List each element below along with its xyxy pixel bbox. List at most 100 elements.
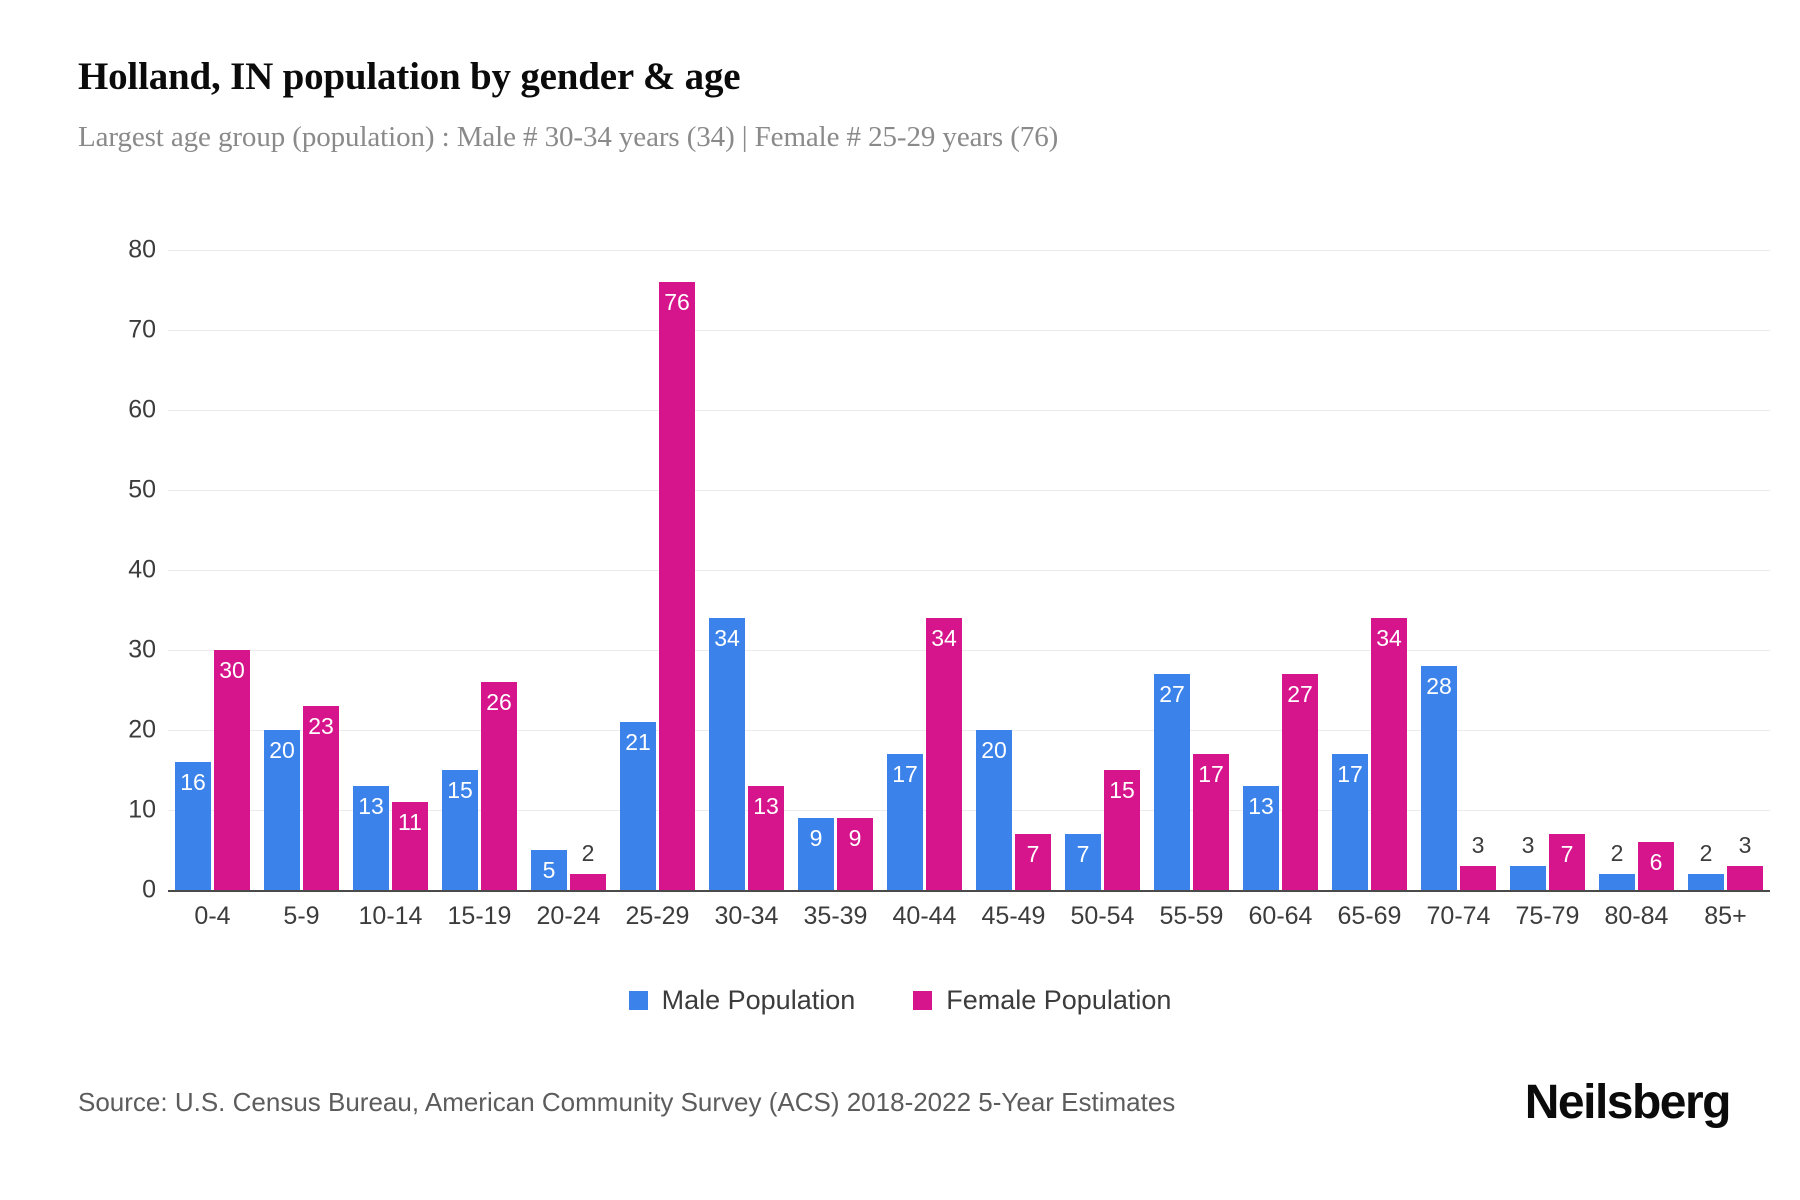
gridline bbox=[168, 650, 1770, 651]
bar-male[interactable]: 17 bbox=[1332, 754, 1368, 890]
bar-female[interactable]: 2 bbox=[570, 842, 606, 890]
x-axis-tick: 45-49 bbox=[981, 902, 1046, 930]
x-axis: 0-4 5-9 10-14 15-19 20-24 25-29 30-34 35-39 40-4… bbox=[168, 902, 1770, 931]
bar-male[interactable]: 13 bbox=[353, 786, 389, 890]
bar-female[interactable]: 15 bbox=[1104, 770, 1140, 890]
source-note: Source: U.S. Census Bureau, American Com… bbox=[78, 1087, 1176, 1117]
x-axis-tick: 40-44 bbox=[892, 902, 957, 930]
bar-value-label: 27 bbox=[1287, 681, 1313, 707]
x-axis-baseline bbox=[168, 890, 1770, 892]
bar-female[interactable]: 7 bbox=[1015, 834, 1051, 890]
bar-value-label: 34 bbox=[714, 625, 740, 651]
bar-value-label: 23 bbox=[308, 713, 334, 739]
bar-value-label: 30 bbox=[219, 657, 245, 683]
y-axis-tick: 40 bbox=[128, 555, 156, 584]
y-axis-tick: 80 bbox=[128, 235, 156, 264]
legend-label-male: Male Population bbox=[661, 985, 856, 1015]
bar-group: 13 27 bbox=[1236, 250, 1325, 890]
bar-female[interactable]: 7 bbox=[1549, 834, 1585, 890]
bar-female[interactable]: 9 bbox=[837, 818, 873, 890]
bar-female[interactable]: 6 bbox=[1638, 842, 1674, 890]
bar-value-label: 7 bbox=[1076, 841, 1090, 867]
bar-male[interactable]: 7 bbox=[1065, 834, 1101, 890]
legend-swatch-male-icon bbox=[628, 991, 648, 1010]
y-axis-tick: 20 bbox=[128, 715, 156, 744]
bar-value-label: 3 bbox=[1738, 832, 1752, 858]
y-axis: 0 10 20 30 40 50 60 70 80 bbox=[96, 236, 156, 904]
bar-value-label: 11 bbox=[398, 809, 422, 835]
bar-female[interactable]: 76 bbox=[659, 282, 695, 890]
x-axis-tick: 25-29 bbox=[625, 902, 690, 930]
gridline bbox=[168, 730, 1770, 731]
bar-value-label: 28 bbox=[1426, 673, 1452, 699]
bar-group: 16 30 bbox=[168, 250, 257, 890]
bar-value-label: 2 bbox=[1610, 840, 1624, 866]
bar-female[interactable]: 26 bbox=[481, 682, 517, 890]
x-axis-tick: 5-9 bbox=[283, 902, 320, 930]
bar-male[interactable]: 9 bbox=[798, 818, 834, 890]
bar-male[interactable]: 21 bbox=[620, 722, 656, 890]
bar-female[interactable]: 11 bbox=[392, 802, 428, 890]
bar-male[interactable]: 2 bbox=[1599, 842, 1635, 890]
bar-male[interactable]: 27 bbox=[1154, 674, 1190, 890]
bar-group: 20 7 bbox=[969, 250, 1058, 890]
x-axis-tick: 35-39 bbox=[803, 902, 868, 930]
bar-male[interactable]: 5 bbox=[531, 850, 567, 890]
bar-group: 13 11 bbox=[346, 250, 435, 890]
x-axis-tick: 10-14 bbox=[358, 902, 423, 930]
gridline bbox=[168, 250, 1770, 251]
legend-item-female[interactable]: Female Population bbox=[913, 985, 1171, 1016]
x-axis-tick: 60-64 bbox=[1248, 902, 1313, 930]
bar-value-label: 15 bbox=[1109, 777, 1135, 803]
bar-value-label: 3 bbox=[1471, 832, 1485, 858]
brand-logo: Neilsberg bbox=[1524, 1076, 1732, 1129]
y-axis-tick: 10 bbox=[128, 795, 156, 824]
bar-male[interactable]: 2 bbox=[1688, 842, 1724, 890]
bar-male[interactable]: 17 bbox=[887, 754, 923, 890]
bar-value-label: 2 bbox=[581, 840, 595, 866]
bar-male[interactable]: 28 bbox=[1421, 666, 1457, 890]
page-title: Holland, IN population by gender & age bbox=[78, 55, 741, 98]
x-axis-tick: 50-54 bbox=[1070, 902, 1135, 930]
bar-female[interactable]: 13 bbox=[748, 786, 784, 890]
bar-female[interactable]: 27 bbox=[1282, 674, 1318, 890]
bar-female[interactable]: 17 bbox=[1193, 754, 1229, 890]
plot-area: 0 10 20 30 40 50 60 70 80 16 30 20 23 13 11 15 26 5 2 21 76… bbox=[0, 236, 1800, 930]
bar-group: 34 13 bbox=[702, 250, 791, 890]
bar-female[interactable]: 30 bbox=[214, 650, 250, 890]
bar-male[interactable]: 20 bbox=[976, 730, 1012, 890]
bar-male[interactable]: 16 bbox=[175, 762, 211, 890]
bar-female[interactable]: 34 bbox=[926, 618, 962, 890]
chart-footer: Source: U.S. Census Bureau, American Com… bbox=[78, 1075, 1732, 1130]
bar-male[interactable]: 20 bbox=[264, 730, 300, 890]
bar-value-label: 17 bbox=[1337, 761, 1363, 787]
x-axis-tick: 85+ bbox=[1704, 902, 1747, 930]
x-axis-tick: 65-69 bbox=[1337, 902, 1402, 930]
bar-male[interactable]: 13 bbox=[1243, 786, 1279, 890]
bar-female[interactable]: 3 bbox=[1727, 834, 1763, 890]
bar-value-label: 9 bbox=[809, 825, 823, 851]
legend-item-male[interactable]: Male Population bbox=[628, 985, 856, 1016]
bar-male[interactable]: 15 bbox=[442, 770, 478, 890]
bar-male[interactable]: 34 bbox=[709, 618, 745, 890]
bar-female[interactable]: 34 bbox=[1371, 618, 1407, 890]
bar-group: 15 26 bbox=[435, 250, 524, 890]
gridline bbox=[168, 330, 1770, 331]
bar-female[interactable]: 3 bbox=[1460, 834, 1496, 890]
x-axis-tick: 15-19 bbox=[447, 902, 512, 930]
x-axis-tick: 75-79 bbox=[1515, 902, 1580, 930]
bar-value-label: 6 bbox=[1649, 849, 1663, 875]
bar-female[interactable]: 23 bbox=[303, 706, 339, 890]
chart-header: Holland, IN population by gender & age L… bbox=[78, 52, 1728, 157]
bar-group: 7 15 bbox=[1058, 250, 1147, 890]
bar-value-label: 16 bbox=[180, 769, 206, 795]
bar-group: 20 23 bbox=[257, 250, 346, 890]
bar-male[interactable]: 3 bbox=[1510, 834, 1546, 890]
x-axis-tick: 20-24 bbox=[536, 902, 601, 930]
x-axis-tick: 80-84 bbox=[1604, 902, 1669, 930]
